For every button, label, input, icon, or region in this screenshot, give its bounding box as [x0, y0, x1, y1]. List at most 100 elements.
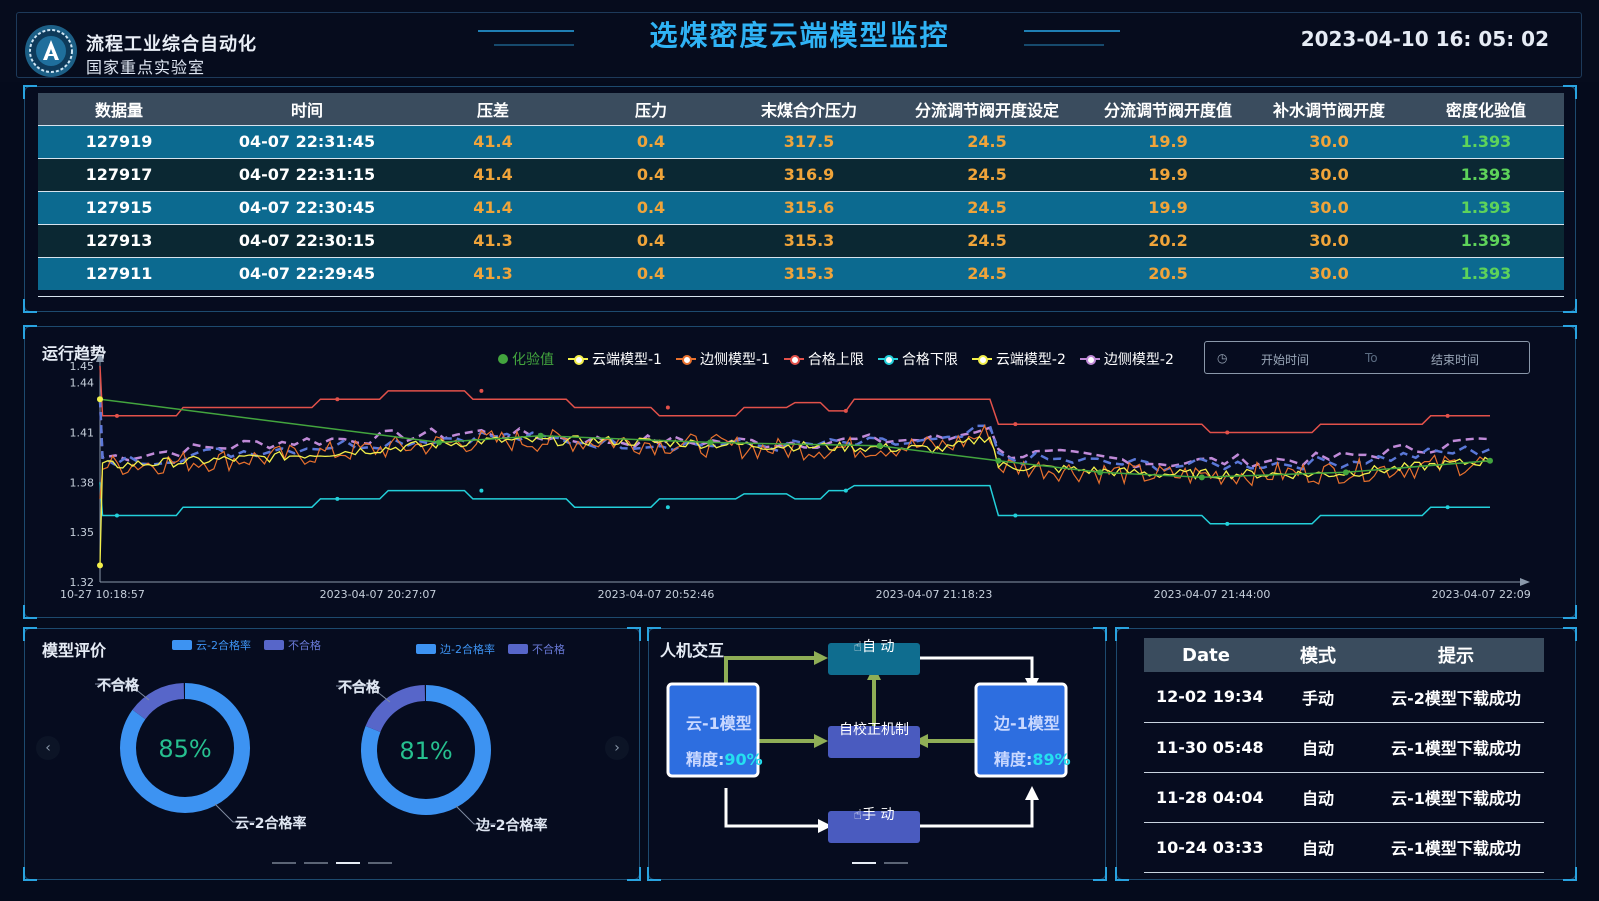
- table-cell: 1.393: [1408, 190, 1564, 224]
- legend-line-icon: [783, 354, 804, 365]
- hand-pointer-icon: ☝: [853, 639, 863, 655]
- carousel-dot[interactable]: [272, 862, 296, 864]
- table-row[interactable]: 127911 04-07 22:29:45 41.3 0.4 315.3 24.…: [38, 256, 1564, 290]
- interaction-title: 人机交互: [660, 641, 725, 660]
- trend-title: 运行趋势: [42, 344, 107, 363]
- manual-mode-button[interactable]: [828, 811, 920, 843]
- table-row[interactable]: 127913 04-07 22:30:15 41.3 0.4 315.3 24.…: [38, 223, 1564, 257]
- carousel-dot[interactable]: [304, 862, 328, 864]
- y-tick-label: 1.35: [70, 526, 95, 539]
- donut-fail-segment: [365, 685, 426, 733]
- test-value-point: [537, 432, 544, 439]
- manual-mode-label[interactable]: ☝手 动: [828, 804, 920, 824]
- y-tick-label: 1.44: [70, 377, 95, 390]
- table-cell: 41.3: [414, 256, 572, 290]
- log-cell: 云-1模型下载成功: [1368, 722, 1544, 773]
- table-row[interactable]: 127919 04-07 22:31:45 41.4 0.4 317.5 24.…: [38, 124, 1564, 158]
- table-cell: 24.5: [888, 124, 1086, 158]
- x-tick-label: 2023-04-07 21:18:23: [876, 588, 993, 601]
- table-cell: 30.0: [1250, 223, 1408, 257]
- cloud-model-name: 云-1模型: [686, 714, 752, 733]
- legend-line-icon: [877, 354, 898, 365]
- table-row[interactable]: 127915 04-07 22:30:45 41.4 0.4 315.6 24.…: [38, 190, 1564, 224]
- carousel-indicator: [852, 862, 908, 864]
- header-deco-right-2: [1024, 44, 1104, 46]
- x-tick-label: 2023-04-07 22:09:37: [1432, 588, 1530, 601]
- table-row[interactable]: 127917 04-07 22:31:15 41.4 0.4 316.9 24.…: [38, 157, 1564, 191]
- legend-label: 合格下限: [901, 352, 958, 368]
- calibrate-button[interactable]: [828, 726, 920, 758]
- log-cell: 11-28 04:04: [1144, 772, 1268, 823]
- table-cell: 0.4: [572, 157, 730, 191]
- legend-label: 化验值: [512, 352, 554, 368]
- y-tick-label: 1.41: [70, 426, 95, 439]
- carousel-dot-active[interactable]: [852, 862, 876, 864]
- log-row[interactable]: 11-30 05:48 自动 云-1模型下载成功: [1144, 722, 1544, 773]
- test-value-point: [436, 439, 443, 446]
- legend-label: 云端模型-2: [995, 352, 1066, 368]
- end-time-input[interactable]: 结束时间: [1431, 353, 1480, 367]
- calibrate-label[interactable]: 自校正机制: [839, 722, 909, 738]
- table-cell: 127911: [38, 256, 200, 290]
- header-deco-left-2: [494, 44, 574, 46]
- carousel-dot[interactable]: [884, 862, 908, 864]
- model-eval-title: 模型评价: [42, 641, 107, 660]
- carousel-indicator: [272, 862, 392, 864]
- y-tick-label: 1.45: [70, 360, 95, 373]
- carousel-dot[interactable]: [368, 862, 392, 864]
- carousel-next-button[interactable]: ›: [605, 736, 629, 760]
- lower-limit-point: [843, 488, 848, 493]
- table-cell: 0.4: [572, 124, 730, 158]
- auto-mode-button[interactable]: [828, 643, 920, 675]
- legend-item-upper-limit[interactable]: 合格上限: [783, 349, 864, 369]
- legend-item-test-value[interactable]: 化验值: [498, 349, 554, 369]
- log-row[interactable]: 12-02 19:34 手动 云-2模型下载成功: [1144, 672, 1544, 723]
- cloud-model-accuracy: 精度:90%: [686, 746, 763, 770]
- legend-item-edge-2[interactable]: 边侧模型-2: [1079, 349, 1174, 369]
- donut-pass-segment: [361, 685, 491, 815]
- legend-item-lower-limit[interactable]: 合格下限: [877, 349, 958, 369]
- carousel-prev-button[interactable]: ‹: [36, 736, 60, 760]
- auto-mode-label[interactable]: ☝自 动: [828, 636, 920, 656]
- range-separator: To: [1365, 351, 1378, 365]
- legend-item-cloud-2[interactable]: 云端模型-2: [971, 349, 1066, 369]
- legend-label-pass: 边-2合格率: [440, 642, 495, 656]
- table-cell: 41.4: [414, 190, 572, 224]
- edge-model-box[interactable]: [974, 682, 1068, 778]
- donut-pass-segment: [120, 683, 250, 813]
- legend-line-icon: [568, 354, 588, 365]
- legend-line-icon: [1079, 354, 1100, 365]
- legend-item-edge-1[interactable]: 边侧模型-1: [675, 349, 770, 369]
- log-cell: 自动: [1268, 822, 1368, 873]
- table-cell: 41.3: [414, 223, 572, 257]
- callout-label-fail: 不合格: [338, 679, 381, 696]
- callout-line-fail: [336, 685, 391, 703]
- legend-label: 边侧模型-1: [699, 352, 770, 368]
- table-cell: 30.0: [1250, 157, 1408, 191]
- hand-pointer-icon: ☝: [853, 807, 863, 823]
- test-value-point: [876, 442, 883, 449]
- date-range-picker[interactable]: ◷ 开始时间 To 结束时间: [1204, 341, 1530, 374]
- header-frame: [16, 12, 1582, 78]
- log-row[interactable]: 11-28 04:04 自动 云-1模型下载成功: [1144, 772, 1544, 823]
- log-cell: 11-30 05:48: [1144, 722, 1268, 773]
- table-cell: 24.5: [888, 256, 1086, 290]
- header-deco-right-1: [1024, 30, 1120, 32]
- cloud-model-start-point: [97, 562, 103, 569]
- table-cell: 04-07 22:30:45: [200, 190, 414, 224]
- lower-limit-point: [479, 488, 484, 493]
- legend-item-cloud-1[interactable]: 云端模型-1: [568, 349, 662, 369]
- col-header: Date: [1144, 638, 1268, 672]
- table-cell: 41.4: [414, 124, 572, 158]
- manual-mode-text: 手 动: [862, 807, 895, 823]
- lower-limit-point: [114, 513, 119, 518]
- start-time-input[interactable]: 开始时间: [1261, 353, 1310, 367]
- carousel-dot-active[interactable]: [336, 862, 360, 864]
- cloud-model-box[interactable]: [666, 682, 760, 778]
- test-value-point: [707, 439, 714, 446]
- col-header: 压力: [572, 93, 730, 125]
- log-row[interactable]: 10-24 03:33 自动 云-1模型下载成功: [1144, 822, 1544, 873]
- edge-model-name: 边-1模型: [994, 714, 1060, 733]
- accuracy-value: 89%: [1032, 750, 1071, 769]
